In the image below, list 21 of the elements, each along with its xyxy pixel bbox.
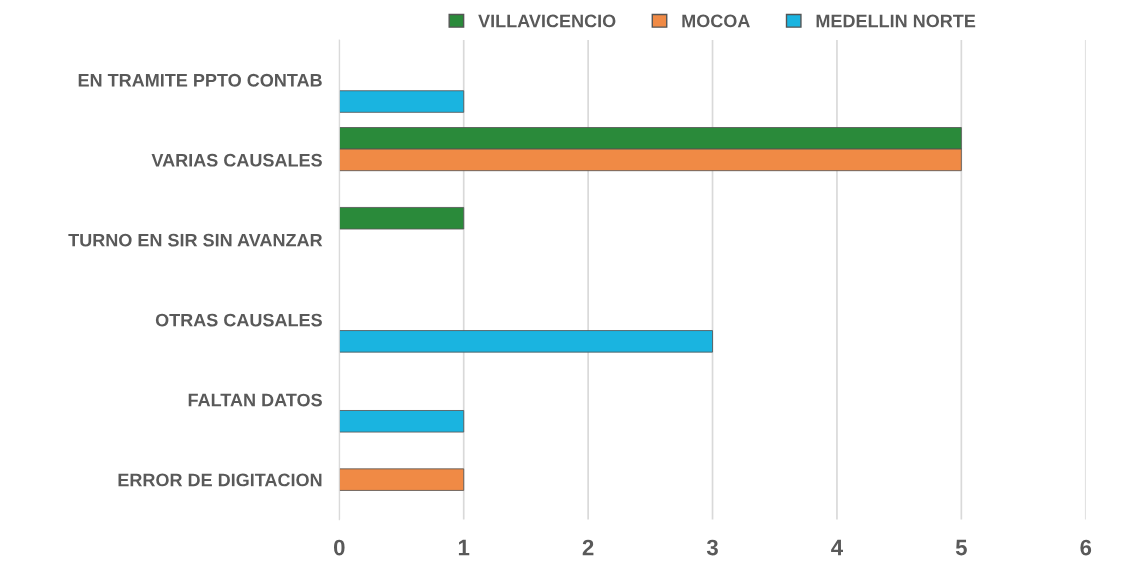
y-tick-label: OTRAS CAUSALES bbox=[155, 313, 322, 327]
bar bbox=[339, 410, 465, 433]
bar bbox=[339, 468, 465, 491]
bar bbox=[339, 90, 465, 113]
x-tick-label: 2 bbox=[582, 539, 594, 556]
y-tick-label: EN TRAMITE PPTO CONTAB bbox=[78, 73, 322, 87]
x-tick-label: 6 bbox=[1080, 539, 1092, 556]
y-tick-label: ERROR DE DIGITACION bbox=[118, 473, 322, 487]
bar bbox=[339, 207, 465, 230]
x-tick-label: 0 bbox=[334, 539, 345, 556]
x-tick-label: 3 bbox=[706, 539, 718, 556]
legend-label: MEDELLIN NORTE bbox=[816, 14, 976, 28]
y-tick-label: TURNO EN SIR SIN AVANZAR bbox=[68, 233, 323, 247]
y-tick-label: VARIAS CAUSALES bbox=[151, 153, 322, 167]
legend-label: MOCOA bbox=[682, 14, 750, 28]
y-tick-label: FALTAN DATOS bbox=[188, 393, 322, 407]
legend-label: VILLAVICENCIO bbox=[478, 14, 616, 28]
bar bbox=[339, 330, 713, 353]
x-tick-label: 4 bbox=[831, 539, 843, 556]
x-tick-label: 1 bbox=[458, 539, 470, 556]
x-tick-label: 5 bbox=[955, 539, 967, 556]
